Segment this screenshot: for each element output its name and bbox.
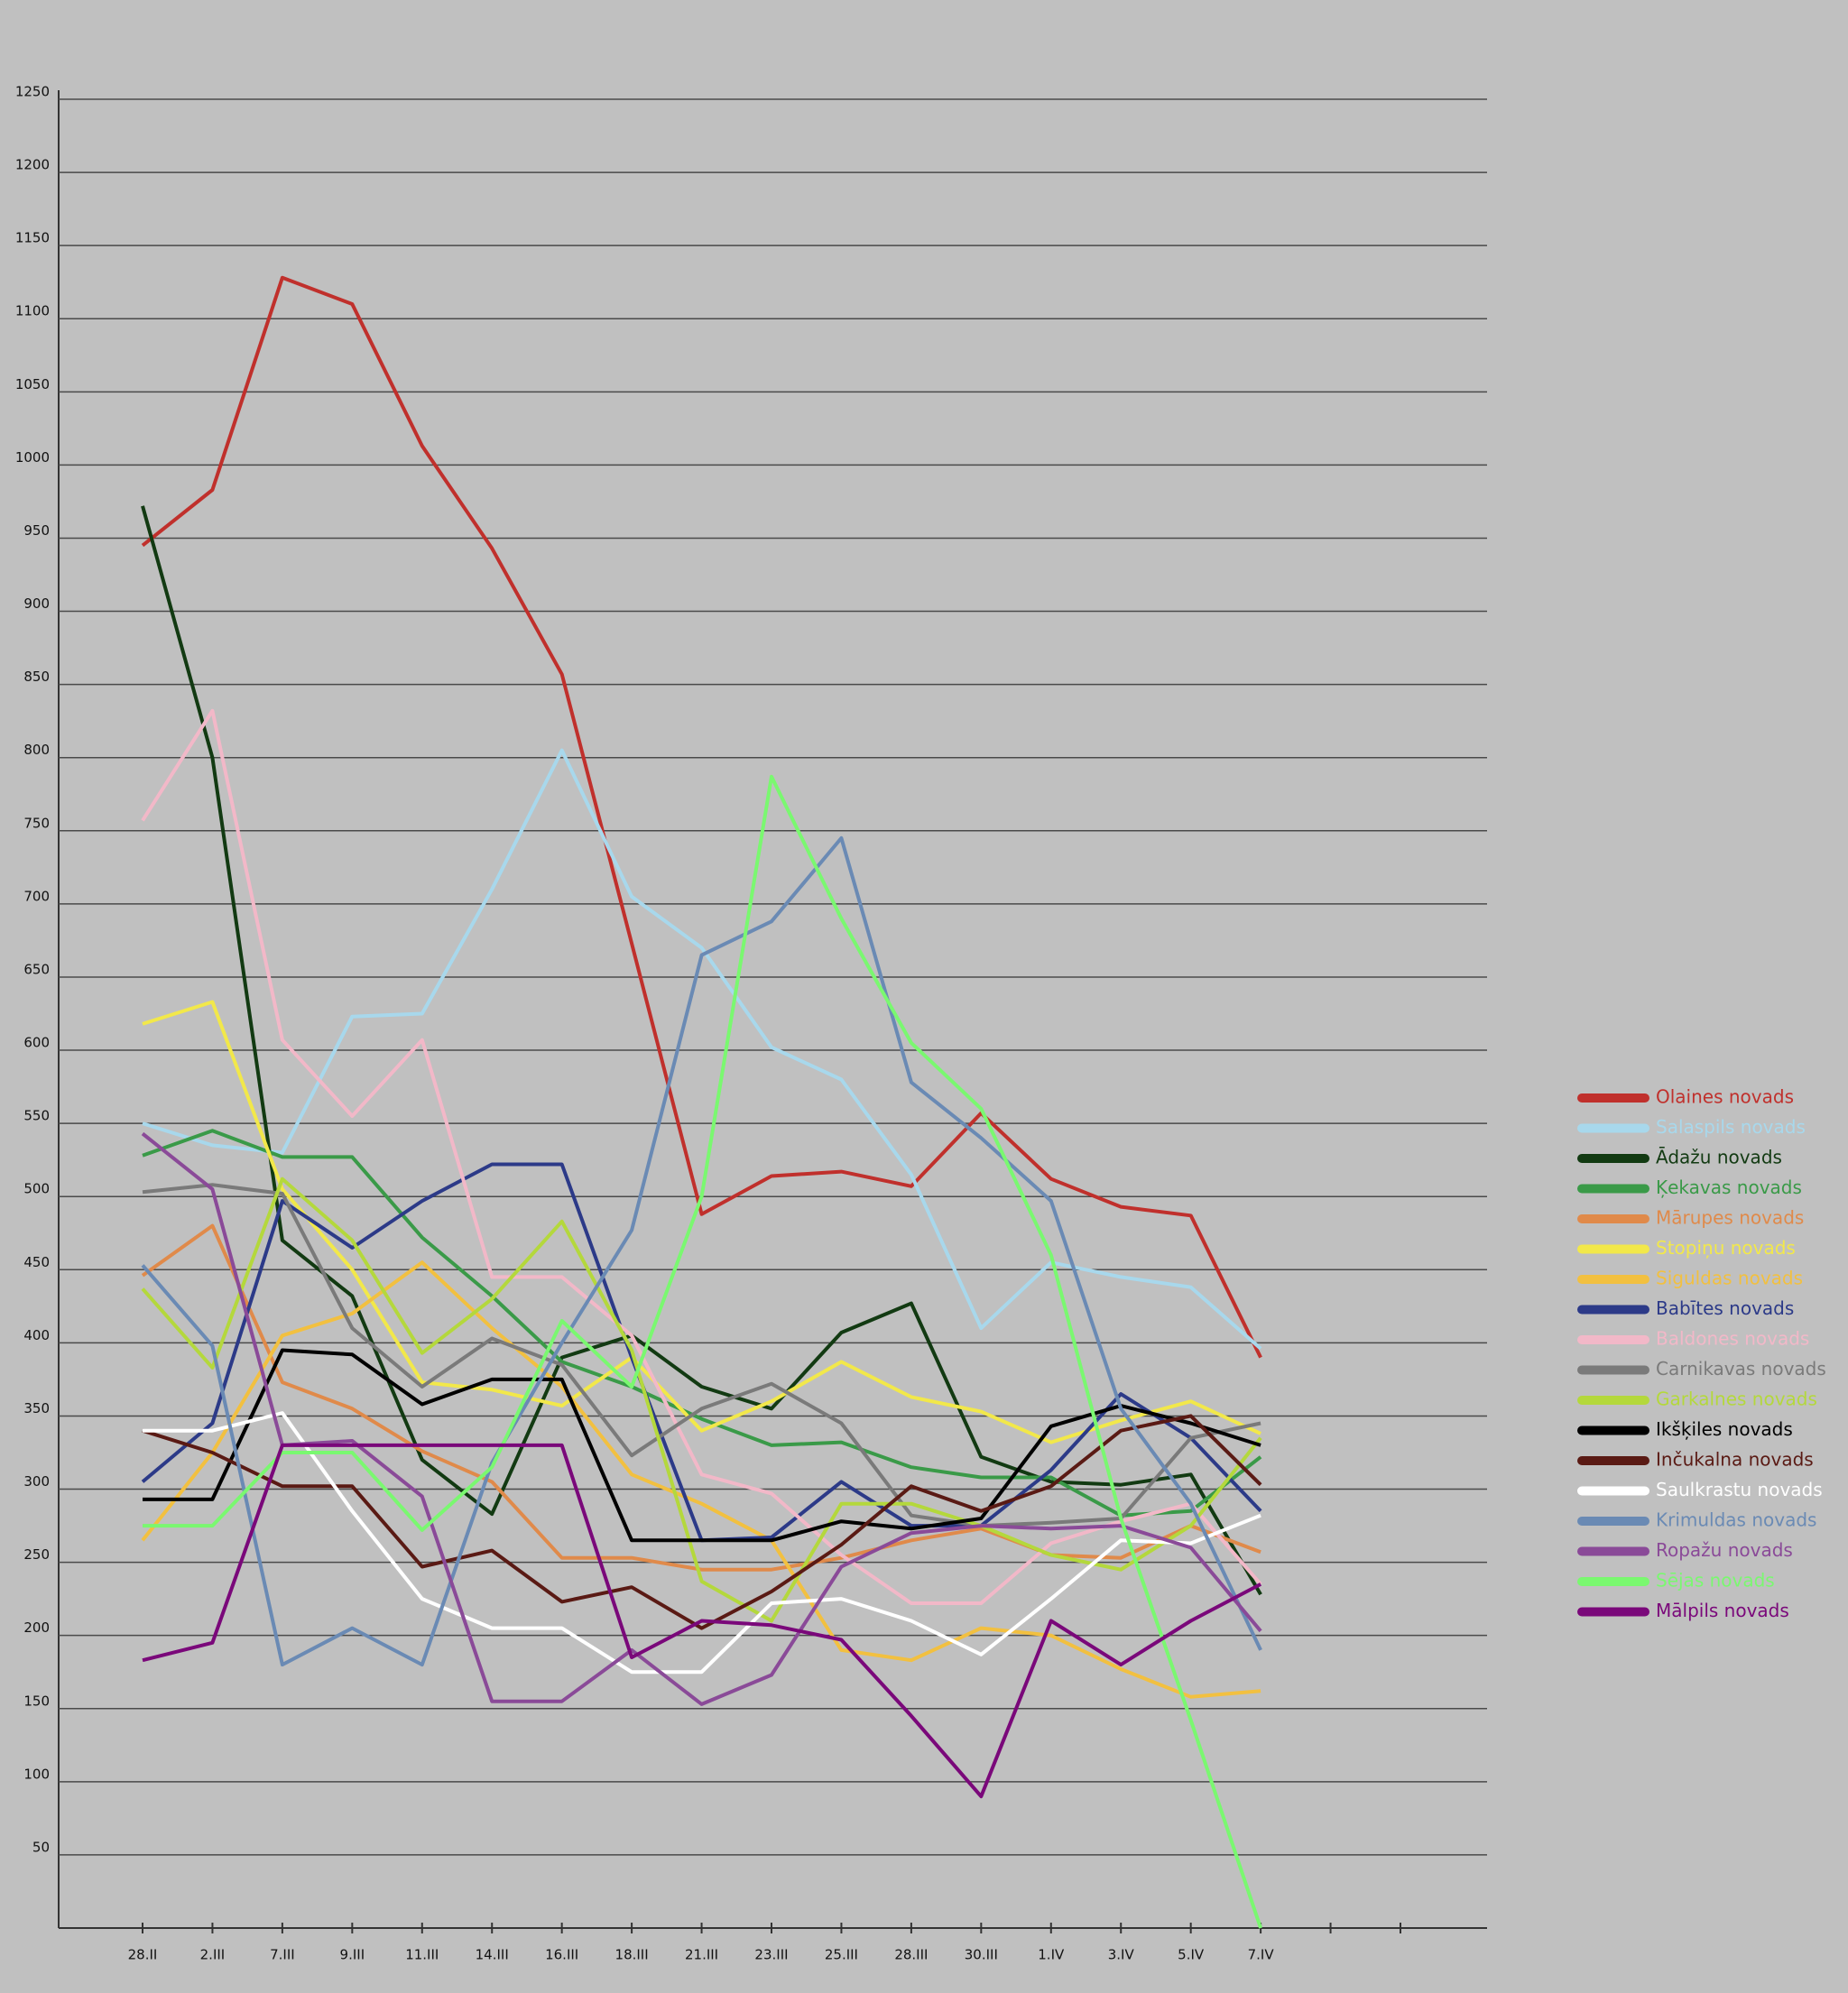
x-tick-label: 14.III: [476, 1947, 509, 1963]
y-tick-label: 900: [23, 595, 50, 612]
legend-label: Ādažu novads: [1656, 1147, 1782, 1168]
legend-label: Ķekavas novads: [1656, 1176, 1802, 1198]
y-tick-label: 950: [23, 522, 50, 539]
x-tick-label: 30.III: [965, 1947, 998, 1963]
x-tick-label: 18.III: [615, 1947, 649, 1963]
y-tick-label: 400: [23, 1327, 50, 1343]
legend-label: Ropažu novads: [1656, 1539, 1793, 1561]
y-tick-label: 1050: [15, 376, 50, 392]
series-line: [142, 1183, 1261, 1528]
y-tick-label: 1250: [15, 84, 50, 100]
x-tick-label: 11.III: [405, 1947, 439, 1963]
legend-label: Krimuldas novads: [1656, 1509, 1816, 1531]
y-tick-label: 50: [32, 1839, 50, 1855]
series-line: [141, 1260, 1261, 1699]
y-tick-label: 1150: [15, 230, 50, 246]
series-line: [141, 1176, 1262, 1623]
y-tick-label: 450: [23, 1254, 50, 1270]
legend-label: Mālpils novads: [1656, 1600, 1789, 1621]
y-tick-label: 600: [23, 1035, 50, 1051]
legend-label: Babītes novads: [1656, 1297, 1794, 1319]
legend-label: Olaines novads: [1656, 1086, 1794, 1108]
x-tick-label: 5.IV: [1178, 1947, 1205, 1963]
x-tick-label: 7.III: [270, 1947, 295, 1963]
y-tick-label: 700: [23, 888, 50, 904]
x-tick-label: 21.III: [685, 1947, 718, 1963]
x-tick-label: 28.III: [894, 1947, 928, 1963]
series-line: [141, 505, 1262, 1596]
y-tick-label: 350: [23, 1400, 50, 1416]
series-line: [143, 774, 1262, 1929]
legend-label: Stopiņu novads: [1656, 1237, 1796, 1259]
y-tick-label: 500: [23, 1181, 50, 1197]
series-line: [143, 1411, 1261, 1675]
legend-label: Mārupes novads: [1656, 1207, 1804, 1229]
y-tick-label: 1200: [15, 157, 50, 173]
legend-label: Garkalnes novads: [1656, 1389, 1817, 1410]
legend-label: Carnikavas novads: [1656, 1358, 1826, 1379]
y-tick-label: 750: [23, 815, 50, 831]
legend-label: Baldones novads: [1656, 1328, 1809, 1350]
y-tick-label: 100: [23, 1766, 50, 1782]
series-line: [142, 1000, 1261, 1444]
y-tick-label: 250: [23, 1546, 50, 1563]
y-tick-label: 150: [23, 1693, 50, 1709]
x-tick-label: 28.II: [128, 1947, 158, 1963]
y-tick-label: 200: [23, 1619, 50, 1636]
x-tick-label: 25.III: [825, 1947, 858, 1963]
x-tick-label: 16.III: [545, 1947, 578, 1963]
series-line: [143, 1348, 1261, 1543]
y-tick-label: 1100: [15, 303, 50, 319]
series-line: [141, 275, 1262, 1359]
y-tick-label: 850: [23, 669, 50, 685]
series-line: [142, 1443, 1262, 1799]
y-tick-label: 650: [23, 961, 50, 977]
y-tick-label: 550: [23, 1108, 50, 1124]
legend-label: Saulkrastu novads: [1656, 1479, 1823, 1500]
series-line: [142, 1129, 1262, 1518]
x-tick-label: 3.IV: [1108, 1947, 1135, 1963]
legend-label: Siguldas novads: [1656, 1268, 1803, 1289]
x-tick-label: 2.III: [200, 1947, 226, 1963]
x-tick-label: 9.III: [340, 1947, 365, 1963]
legend-label: Inčukalna novads: [1656, 1449, 1814, 1471]
legend-label: Salaspils novads: [1656, 1116, 1806, 1138]
y-tick-label: 1000: [15, 449, 50, 466]
x-tick-label: 7.IV: [1248, 1947, 1275, 1963]
x-tick-label: 23.III: [754, 1947, 788, 1963]
series-line: [141, 1131, 1262, 1706]
legend-label: Sējas novads: [1656, 1570, 1775, 1592]
series-line: [141, 708, 1262, 1605]
series-line: [141, 835, 1262, 1667]
y-tick-label: 300: [23, 1473, 50, 1490]
series-line: [142, 1414, 1262, 1630]
x-tick-label: 1.IV: [1038, 1947, 1065, 1963]
y-tick-label: 800: [23, 742, 50, 758]
series-line: [141, 1223, 1261, 1572]
legend-label: Ikšķiles novads: [1656, 1418, 1793, 1440]
